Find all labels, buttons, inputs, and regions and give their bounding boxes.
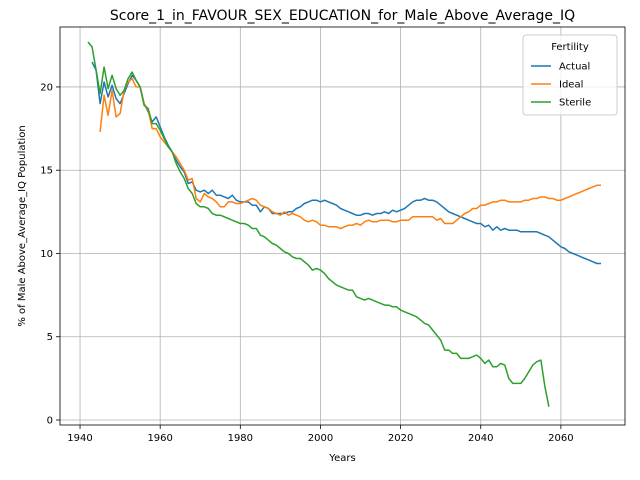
y-tick-label: 20 xyxy=(40,82,53,93)
series-line-actual xyxy=(91,61,601,265)
x-tick-label: 1960 xyxy=(147,433,172,444)
y-tick-label: 0 xyxy=(47,416,53,427)
x-axis-label: Years xyxy=(328,453,355,464)
legend-label: Sterile xyxy=(559,98,591,109)
legend-items: Actual Ideal Sterile xyxy=(531,62,591,109)
x-tick-label: 2060 xyxy=(548,433,573,444)
y-axis-label: % of Male Above_Average_IQ Population xyxy=(17,125,28,326)
series-lines xyxy=(87,41,601,407)
series-line-ideal xyxy=(99,77,601,230)
legend-box xyxy=(522,34,618,116)
x-tick-label: 2020 xyxy=(388,433,413,444)
legend-title: Fertility xyxy=(551,42,589,53)
x-axis-ticks: 1940 1960 1980 2000 2020 2040 2060 xyxy=(67,425,574,444)
x-tick-label: 2040 xyxy=(468,433,493,444)
y-tick-label: 15 xyxy=(40,166,53,177)
x-tick-label: 2000 xyxy=(308,433,333,444)
plot-frame xyxy=(59,26,626,426)
y-tick-label: 5 xyxy=(47,332,53,343)
legend-label: Actual xyxy=(559,62,590,73)
grid-lines xyxy=(60,27,625,425)
chart-title: Score_1_in_FAVOUR_SEX_EDUCATION_for_Male… xyxy=(110,8,575,24)
y-tick-label: 10 xyxy=(40,249,53,260)
legend-label: Ideal xyxy=(559,80,583,91)
y-axis-ticks: 0 5 10 15 20 xyxy=(40,82,60,427)
legend: Fertility Actual Ideal Sterile xyxy=(522,34,618,116)
series-line-sterile xyxy=(87,41,550,407)
x-tick-label: 1940 xyxy=(67,433,92,444)
x-tick-label: 1980 xyxy=(228,433,253,444)
